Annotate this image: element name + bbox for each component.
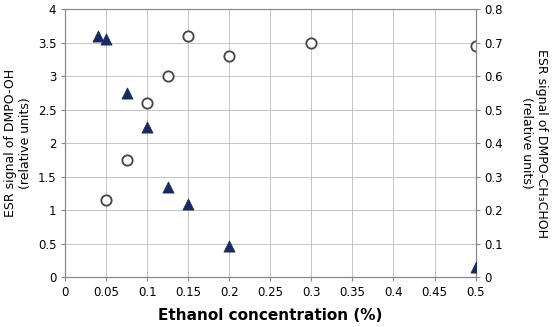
Point xyxy=(307,40,316,45)
Point xyxy=(143,124,152,129)
Point xyxy=(225,243,234,248)
Point xyxy=(184,33,193,39)
Y-axis label: ESR signal of DMPO-OH
(relative units): ESR signal of DMPO-OH (relative units) xyxy=(4,69,32,217)
Point xyxy=(143,100,152,106)
Point xyxy=(225,54,234,59)
Point xyxy=(184,201,193,206)
Y-axis label: ESR signal of DMPO-CH₃CHOH
(relative units): ESR signal of DMPO-CH₃CHOH (relative uni… xyxy=(520,49,548,238)
Point xyxy=(163,74,172,79)
Point xyxy=(94,33,103,39)
Point xyxy=(163,184,172,190)
Point xyxy=(471,265,480,270)
Point xyxy=(102,198,111,203)
X-axis label: Ethanol concentration (%): Ethanol concentration (%) xyxy=(158,308,383,323)
Point xyxy=(471,43,480,49)
Point xyxy=(102,37,111,42)
Point xyxy=(123,158,131,163)
Point xyxy=(123,90,131,95)
